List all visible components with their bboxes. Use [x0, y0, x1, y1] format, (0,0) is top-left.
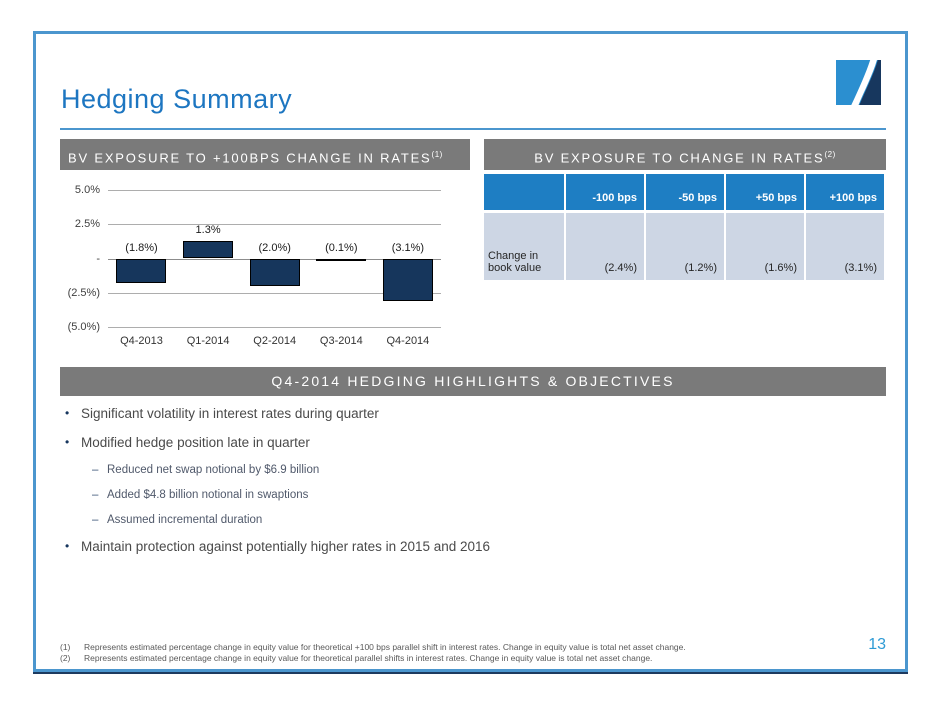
- footnote-number: (1): [60, 642, 71, 652]
- bullet-text: Added $4.8 billion notional in swaptions: [107, 489, 309, 501]
- footnote-2: (2) Represents estimated percentage chan…: [60, 653, 840, 664]
- x-axis-category-label: Q3-2014: [319, 335, 363, 347]
- bar-Q3-2014: [316, 258, 367, 261]
- table-cell: (1.2%): [646, 213, 724, 280]
- highlights-list: • Significant volatility in interest rat…: [60, 406, 880, 568]
- bullet-icon: •: [65, 435, 70, 449]
- chart-section-header-text: BV EXPOSURE TO +100BPS CHANGE IN RATES: [68, 150, 432, 166]
- x-axis-category-label: Q2-2014: [253, 335, 297, 347]
- title-divider: [60, 128, 886, 130]
- x-axis-category-label: Q4-2014: [386, 335, 430, 347]
- footnotes: (1) Represents estimated percentage chan…: [60, 642, 840, 663]
- logo-swoosh-icon: [836, 60, 881, 105]
- table-header-cell: +50 bps: [726, 174, 804, 210]
- chart-gridline: [108, 292, 441, 294]
- y-axis-tick-label: (2.5%): [67, 286, 100, 299]
- table-section-header: BV EXPOSURE TO CHANGE IN RATES(2): [484, 139, 886, 170]
- y-axis-tick-label: 5.0%: [74, 184, 100, 196]
- table-header-cell: +100 bps: [806, 174, 884, 210]
- table-section-header-text: BV EXPOSURE TO CHANGE IN RATES: [534, 150, 825, 166]
- bullet-text: Significant volatility in interest rates…: [81, 406, 379, 421]
- bv-exposure-bar-chart: 5.0% 2.5% - (2.5%) (5.0%) (1.8%) Q4-2013 1.3% Q1…: [60, 184, 460, 354]
- table-cell: (2.4%): [566, 213, 644, 280]
- highlights-section-header: Q4-2014 HEDGING HIGHLIGHTS & OBJECTIVES: [60, 367, 886, 396]
- y-axis-tick-label: (5.0%): [67, 321, 100, 333]
- bullet-icon: •: [65, 406, 70, 420]
- list-item: • Modified hedge position late in quarte…: [60, 435, 880, 450]
- table-cell: (3.1%): [806, 213, 884, 280]
- x-axis-category-label: Q4-2013: [120, 335, 163, 347]
- table-header-cell: [484, 174, 564, 210]
- bullet-text: Modified hedge position late in quarter: [81, 435, 310, 450]
- y-axis-tick-label: 2.5%: [74, 218, 100, 231]
- footnote-text: Represents estimated percentage change i…: [84, 642, 686, 652]
- y-axis-tick-label: -: [96, 252, 100, 265]
- page-number: 13: [868, 636, 886, 653]
- table-row-label: Change in book value: [484, 213, 564, 280]
- list-item: – Assumed incremental duration: [92, 514, 880, 526]
- bullet-text: Reduced net swap notional by $6.9 billio…: [107, 464, 320, 476]
- table-cell: (1.6%): [726, 213, 804, 280]
- slide-border-frame: [33, 31, 908, 672]
- footnote-number: (2): [60, 652, 71, 663]
- bar-Q4-2013: [116, 258, 167, 284]
- footnote-ref-2: (2): [824, 150, 836, 159]
- bar-Q2-2014: [249, 258, 300, 286]
- bar-value-label: 1.3%: [195, 223, 221, 236]
- dash-icon: –: [92, 464, 99, 476]
- bar-value-label: (2.0%): [258, 241, 291, 254]
- bv-exposure-table: -100 bps -50 bps +50 bps +100 bps Change…: [484, 174, 886, 280]
- bar-value-label: (3.1%): [391, 241, 425, 254]
- table-header-cell: -50 bps: [646, 174, 724, 210]
- bar-Q1-2014: [182, 240, 233, 259]
- chart-section-header: BV EXPOSURE TO +100BPS CHANGE IN RATES(1…: [60, 139, 470, 170]
- footnote-1: (1) Represents estimated percentage chan…: [60, 642, 840, 653]
- bullet-icon: •: [65, 539, 70, 553]
- chart-gridline: [108, 327, 441, 328]
- bar-chart-plot: 5.0% 2.5% - (2.5%) (5.0%) (1.8%) Q4-2013 1.3% Q1…: [68, 184, 441, 347]
- footnote-text: Represents estimated percentage change i…: [84, 652, 653, 663]
- bullet-text: Assumed incremental duration: [107, 514, 263, 526]
- list-item: – Added $4.8 billion notional in swaptio…: [92, 489, 880, 501]
- list-item: • Maintain protection against potentiall…: [60, 539, 880, 554]
- bar-Q4-2014: [382, 258, 433, 301]
- page-title: Hedging Summary: [61, 84, 293, 114]
- x-axis-category-label: Q1-2014: [186, 335, 230, 347]
- list-item: – Reduced net swap notional by $6.9 bill…: [92, 464, 880, 476]
- dash-icon: –: [92, 514, 99, 526]
- bar-value-label: (0.1%): [325, 241, 358, 254]
- footnote-ref-1: (1): [431, 150, 443, 159]
- chart-gridline: [108, 224, 441, 226]
- bullet-text: Maintain protection against potentially …: [81, 539, 491, 554]
- table-header-cell: -100 bps: [566, 174, 644, 210]
- table-header-row: -100 bps -50 bps +50 bps +100 bps: [484, 174, 886, 210]
- table-row: Change in book value (2.4%) (1.2%) (1.6%…: [484, 213, 886, 280]
- company-logo-icon: [836, 60, 881, 105]
- bar-value-label: (1.8%): [125, 241, 158, 254]
- chart-gridline: [108, 190, 441, 191]
- dash-icon: –: [92, 489, 99, 501]
- list-item: • Significant volatility in interest rat…: [60, 406, 880, 421]
